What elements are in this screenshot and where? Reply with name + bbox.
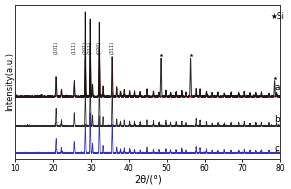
Y-axis label: Intensity(a.u.): Intensity(a.u.) (5, 52, 14, 111)
Text: (111): (111) (72, 41, 77, 54)
Text: (020): (020) (97, 41, 102, 54)
Text: c: c (275, 144, 280, 153)
Text: (311): (311) (110, 41, 115, 54)
X-axis label: 2θ/(°): 2θ/(°) (134, 174, 162, 184)
Text: b: b (274, 115, 280, 124)
Text: a: a (274, 83, 280, 92)
Text: (201): (201) (83, 41, 88, 54)
Text: (211): (211) (88, 41, 93, 54)
Text: ★Si: ★Si (271, 12, 285, 21)
Text: (101): (101) (54, 41, 59, 54)
